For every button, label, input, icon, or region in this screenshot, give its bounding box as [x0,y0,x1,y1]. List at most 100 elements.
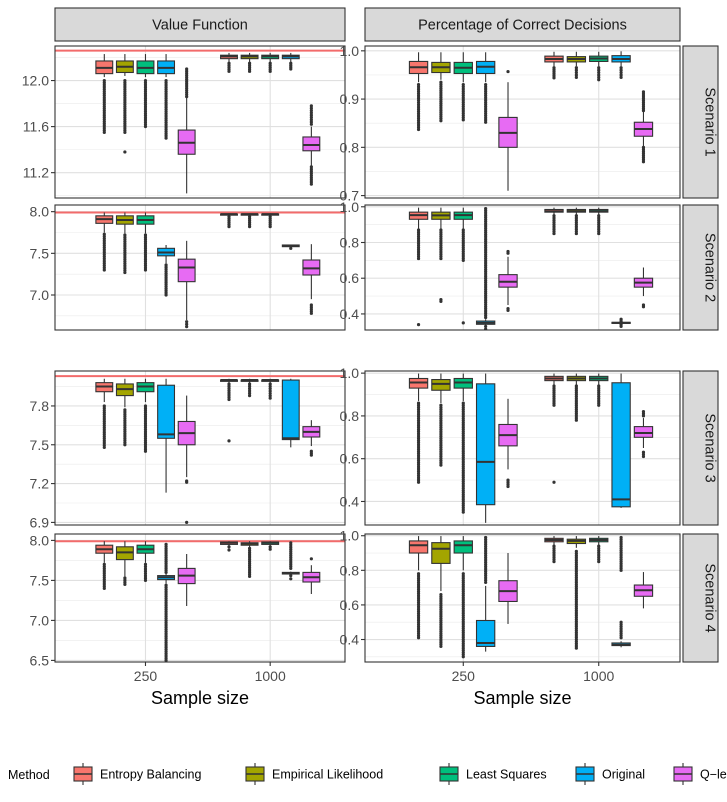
outlier-point [574,600,578,604]
outlier-point [416,228,421,232]
outlier-point [416,127,421,132]
box-1000-m1 [566,207,587,236]
outlier-point [102,248,106,252]
outlier-point [619,625,623,629]
outlier-point [143,100,148,105]
outlier-point [461,109,465,113]
outlier-point [416,603,421,607]
outlier-point [439,405,443,410]
outlier-point [552,560,556,564]
box-1000-m4 [633,572,654,609]
outlier-point [164,596,168,601]
outlier-point [123,150,127,154]
box-1000-m3 [611,317,631,329]
box-250-m4 [498,553,518,624]
outlier-point [143,248,148,252]
box-250-m2 [453,373,473,514]
outlier-point [439,428,443,432]
outlier-point [164,588,168,592]
outlier-point [416,587,421,591]
outlier-point [597,231,601,236]
outlier-point [143,94,148,98]
outlier-point [164,293,168,297]
outlier-point [484,324,488,329]
outlier-point [247,384,252,388]
panel-plot-area [55,534,345,662]
outlier-point [574,569,578,573]
outlier-point [439,450,443,454]
outlier-point [164,101,168,105]
outlier-point [143,259,148,263]
outlier-point [416,405,421,410]
outlier-point [185,320,189,324]
outlier-point [143,567,148,571]
y-tick-label: 7.5 [30,437,50,453]
outlier-point [439,254,443,258]
outlier-point [164,125,168,129]
outlier-point [164,132,168,136]
outlier-point [619,535,623,540]
panel [364,370,681,526]
outlier-point [461,100,465,104]
outlier-point [416,452,421,456]
outlier-point [164,652,168,656]
column-strip-label: Percentage of Correct Decisions [418,18,627,34]
x-axis-title: Sample size [151,688,249,708]
outlier-point [597,218,601,222]
outlier-point [552,218,556,222]
outlier-point [268,394,272,398]
outlier-point [416,430,421,434]
outlier-point [597,73,601,77]
outlier-point [416,410,421,414]
outlier-point [574,598,578,602]
box-250-m0 [408,373,429,484]
outlier-point [416,629,421,633]
outlier-point [143,244,148,248]
outlier-point [439,459,443,463]
outlier-point [416,123,421,127]
outlier-point [416,598,421,602]
outlier-point [416,616,421,620]
outlier-point [552,557,556,562]
outlier-point [123,270,127,275]
outlier-point [289,566,293,571]
y-axis: 0.4 0.6 0.8 1.0 [340,365,365,509]
outlier-point [416,469,421,473]
y-tick-label: 0.6 [340,270,360,286]
outlier-point [574,635,578,639]
outlier-point [123,253,127,257]
box-1000-m3 [281,244,300,250]
outlier-point [416,614,421,618]
outlier-point [268,389,272,393]
outlier-point [506,251,510,255]
box-250-m2 [453,536,473,659]
outlier-point [416,89,421,93]
box-1000-m3 [281,378,300,448]
outlier-point [484,565,488,569]
outlier-point [309,108,313,113]
box-body [431,542,451,564]
outlier-point [597,68,601,72]
box-1000-m0 [220,213,238,229]
outlier-point [416,118,421,123]
column-strip-background [54,7,346,42]
outlier-point [552,403,556,407]
outlier-point [461,83,465,87]
box-250-m1 [115,54,134,154]
outlier-point [574,75,578,79]
outlier-point [597,560,601,564]
y-axis: 6.9 7.2 7.5 7.8 [30,398,55,530]
outlier-point [164,621,168,625]
outlier-point [439,439,443,443]
outlier-point [416,625,421,629]
outlier-point [416,248,421,252]
outlier-point [439,234,443,239]
outlier-point [416,91,421,96]
outlier-point [227,397,231,402]
box-250-m1 [431,373,451,467]
outlier-point [461,111,465,115]
box-body [633,426,654,438]
outlier-point [439,232,443,236]
outlier-point [484,91,488,96]
y-tick-label: 6.9 [30,514,50,530]
